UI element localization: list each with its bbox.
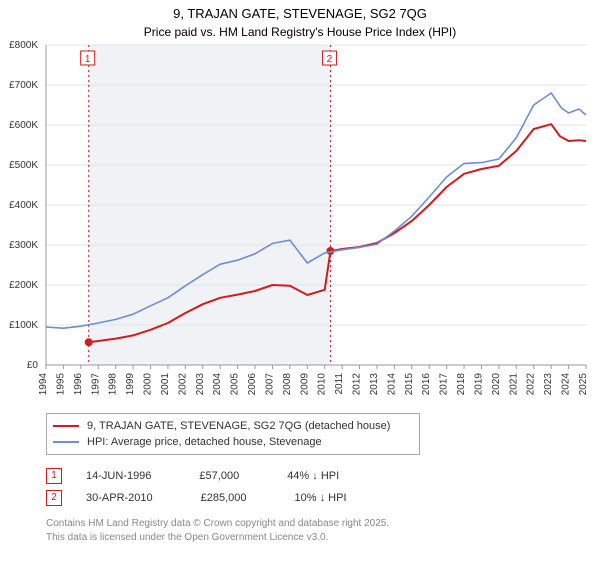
legend-item: HPI: Average price, detached house, Stev… bbox=[53, 434, 413, 450]
svg-text:2009: 2009 bbox=[299, 373, 310, 396]
svg-text:2022: 2022 bbox=[526, 373, 537, 396]
sale-price: £57,000 bbox=[199, 470, 239, 482]
svg-text:2014: 2014 bbox=[386, 373, 397, 396]
sale-date: 30-APR-2010 bbox=[86, 492, 153, 504]
svg-text:2011: 2011 bbox=[334, 373, 345, 395]
legend-label: 9, TRAJAN GATE, STEVENAGE, SG2 7QG (deta… bbox=[87, 420, 390, 432]
svg-text:2018: 2018 bbox=[456, 373, 467, 396]
svg-text:2002: 2002 bbox=[177, 373, 188, 396]
sale-delta: 44% ↓ HPI bbox=[287, 470, 339, 482]
page-title: 9, TRAJAN GATE, STEVENAGE, SG2 7QG bbox=[0, 6, 600, 21]
svg-text:£400K: £400K bbox=[9, 200, 38, 211]
price-chart: £0£100K£200K£300K£400K£500K£600K£700K£80… bbox=[46, 45, 586, 405]
svg-text:2003: 2003 bbox=[195, 373, 206, 396]
svg-text:1: 1 bbox=[85, 54, 91, 65]
sale-events: 1 14-JUN-1996 £57,000 44% ↓ HPI 2 30-APR-2010… bbox=[46, 465, 600, 509]
svg-text:£700K: £700K bbox=[9, 80, 38, 91]
svg-text:1999: 1999 bbox=[125, 373, 136, 396]
chart-legend: 9, TRAJAN GATE, STEVENAGE, SG2 7QG (deta… bbox=[46, 413, 420, 455]
svg-text:1996: 1996 bbox=[73, 373, 84, 396]
svg-text:1994: 1994 bbox=[38, 373, 49, 396]
svg-text:2021: 2021 bbox=[508, 373, 519, 396]
svg-text:2004: 2004 bbox=[212, 373, 223, 396]
svg-text:£100K: £100K bbox=[9, 320, 38, 331]
sale-price: £285,000 bbox=[201, 492, 247, 504]
svg-text:2012: 2012 bbox=[352, 373, 363, 396]
attribution-line: This data is licensed under the Open Gov… bbox=[46, 531, 600, 545]
sale-marker: 1 bbox=[46, 468, 62, 484]
svg-text:1998: 1998 bbox=[108, 373, 119, 396]
sale-delta: 10% ↓ HPI bbox=[295, 492, 347, 504]
svg-text:2024: 2024 bbox=[561, 373, 572, 396]
svg-text:2023: 2023 bbox=[543, 373, 554, 396]
svg-text:2000: 2000 bbox=[143, 373, 154, 396]
svg-text:2019: 2019 bbox=[473, 373, 484, 396]
svg-text:£600K: £600K bbox=[9, 120, 38, 131]
svg-text:£300K: £300K bbox=[9, 240, 38, 251]
svg-text:2008: 2008 bbox=[282, 373, 293, 396]
legend-item: 9, TRAJAN GATE, STEVENAGE, SG2 7QG (deta… bbox=[53, 418, 413, 434]
svg-text:2025: 2025 bbox=[578, 373, 589, 396]
svg-text:2007: 2007 bbox=[264, 373, 275, 396]
svg-text:2001: 2001 bbox=[160, 373, 171, 396]
sale-date: 14-JUN-1996 bbox=[86, 470, 151, 482]
sale-marker: 2 bbox=[46, 490, 62, 506]
svg-text:£500K: £500K bbox=[9, 160, 38, 171]
svg-text:£800K: £800K bbox=[9, 40, 38, 51]
svg-text:2: 2 bbox=[327, 54, 333, 65]
sale-row: 1 14-JUN-1996 £57,000 44% ↓ HPI bbox=[46, 465, 600, 487]
legend-label: HPI: Average price, detached house, Stev… bbox=[87, 436, 322, 448]
page-subtitle: Price paid vs. HM Land Registry's House … bbox=[0, 25, 600, 39]
attribution-line: Contains HM Land Registry data © Crown c… bbox=[46, 517, 600, 531]
legend-swatch bbox=[53, 425, 79, 427]
svg-text:2016: 2016 bbox=[421, 373, 432, 396]
sale-row: 2 30-APR-2010 £285,000 10% ↓ HPI bbox=[46, 487, 600, 509]
svg-text:2010: 2010 bbox=[317, 373, 328, 396]
svg-text:£200K: £200K bbox=[9, 280, 38, 291]
svg-text:1995: 1995 bbox=[55, 373, 66, 396]
attribution-text: Contains HM Land Registry data © Crown c… bbox=[46, 517, 600, 544]
svg-text:2006: 2006 bbox=[247, 373, 258, 396]
legend-swatch bbox=[53, 441, 79, 443]
svg-text:2013: 2013 bbox=[369, 373, 380, 396]
svg-text:2005: 2005 bbox=[230, 373, 241, 396]
svg-text:2017: 2017 bbox=[439, 373, 450, 396]
svg-text:£0: £0 bbox=[27, 360, 39, 371]
svg-text:2015: 2015 bbox=[404, 373, 415, 396]
svg-text:1997: 1997 bbox=[90, 373, 101, 396]
svg-text:2020: 2020 bbox=[491, 373, 502, 396]
